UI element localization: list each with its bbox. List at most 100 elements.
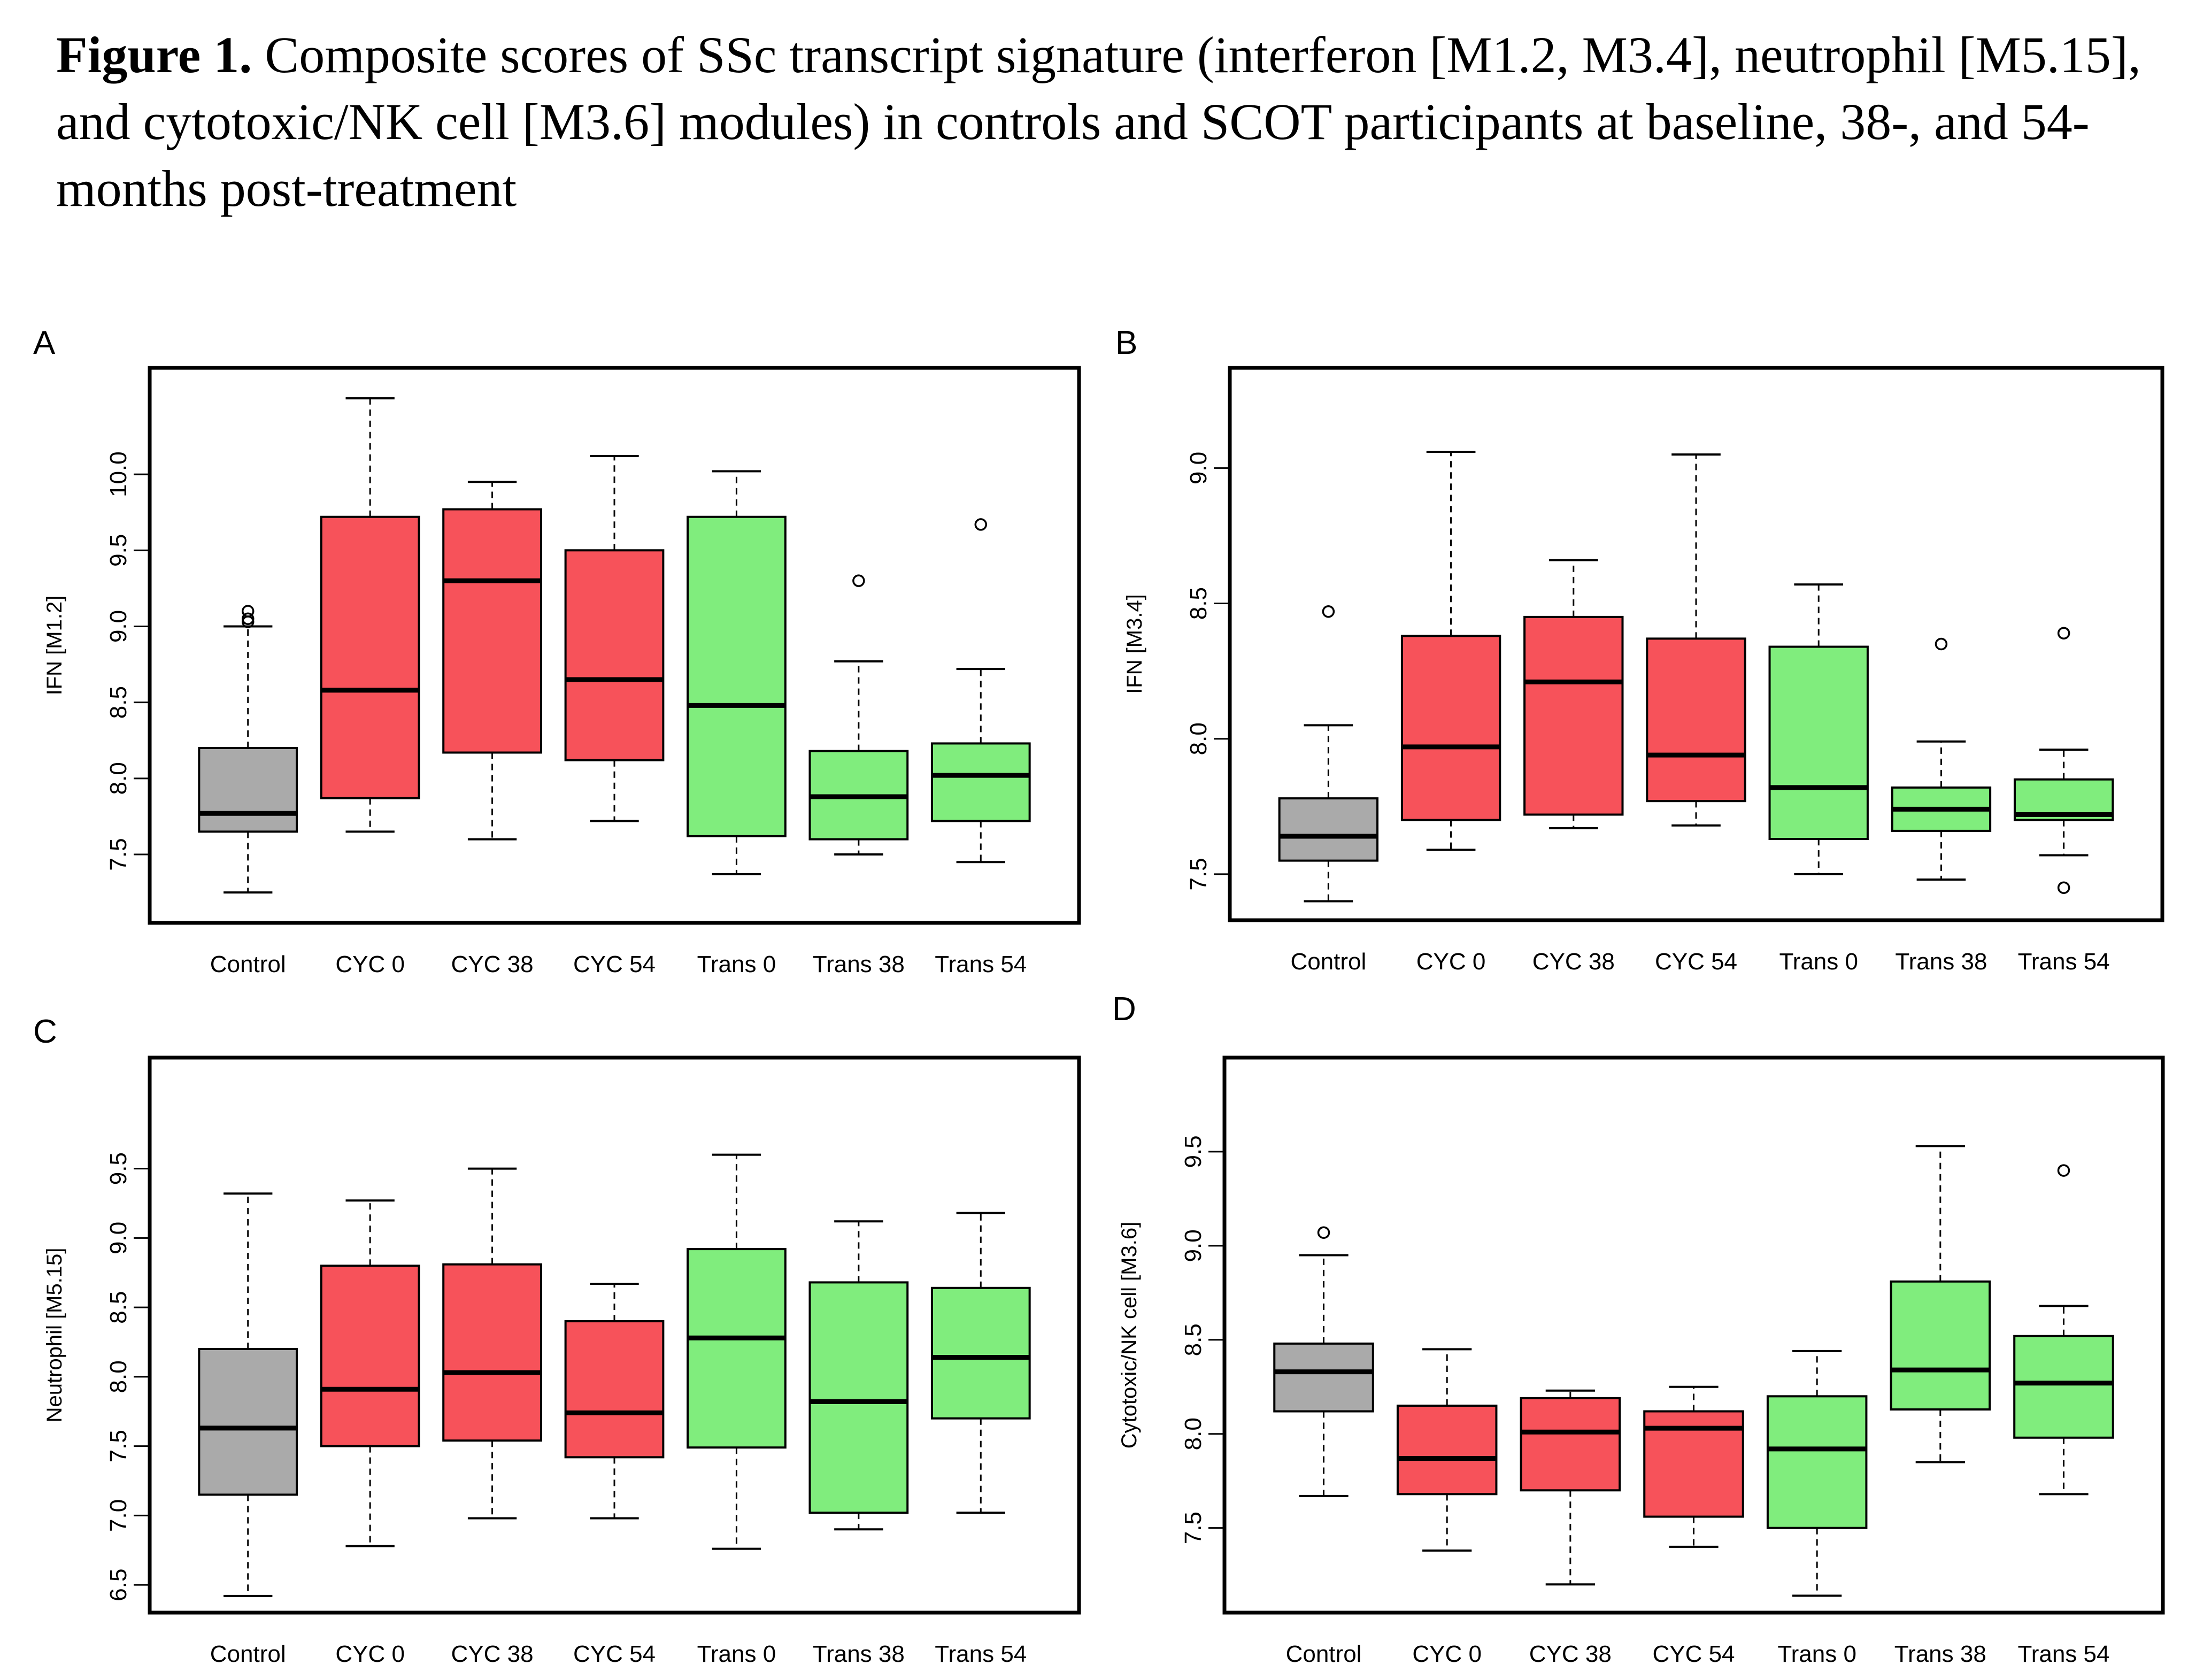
box-cyc-54: [1646, 453, 1746, 827]
box-body: [1766, 1395, 1868, 1529]
y-tick-label: 7.5: [105, 838, 132, 870]
x-tick-label: Trans 0: [1777, 1641, 1856, 1667]
y-axis-title: IFN [M3.4]: [1123, 594, 1146, 694]
box-cyc-54: [1643, 1385, 1744, 1548]
box-trans-54: [2013, 1164, 2114, 1496]
x-tick-label: Trans 0: [697, 1641, 776, 1667]
box-cyc-38: [1523, 559, 1624, 829]
box-control: [198, 1192, 298, 1597]
x-tick-label: Trans 38: [1895, 949, 1987, 975]
box-body: [442, 508, 542, 754]
box-trans-54: [2013, 627, 2114, 894]
box-cyc-54: [564, 1282, 665, 1520]
x-tick-label: CYC 0: [335, 1641, 405, 1667]
y-tick-label: 9.5: [105, 534, 132, 567]
x-tick-label: Trans 38: [813, 951, 905, 977]
x-tick-label: CYC 38: [451, 1641, 534, 1667]
box-cyc-54: [564, 454, 665, 822]
figure-caption-label: Figure 1.: [56, 26, 252, 83]
box-body: [320, 515, 420, 799]
y-tick-label: 9.0: [105, 610, 132, 643]
outlier-point: [1317, 1226, 1330, 1239]
box-cyc-0: [320, 397, 420, 833]
box-trans-38: [808, 1220, 909, 1531]
box-body: [1768, 645, 1869, 841]
box-trans-38: [1891, 637, 1992, 881]
box-cyc-38: [1520, 1389, 1621, 1586]
outlier-point: [241, 615, 255, 628]
y-tick-label: 8.0: [1180, 1417, 1206, 1450]
panel-letter: D: [1112, 991, 1136, 1028]
outlier-point: [1322, 605, 1335, 618]
x-tick-label: Control: [1286, 1641, 1362, 1667]
box-body: [198, 1347, 298, 1496]
x-tick-label: CYC 54: [1655, 949, 1737, 975]
chart-panel-d: D 7.5 8.0 8.5 9.0 9.5 Cytotoxic/NK cell [M3.6]…: [1112, 991, 2165, 1667]
panel-letter: C: [33, 1013, 57, 1050]
x-tick-label: Control: [210, 951, 286, 977]
box-control: [1273, 1226, 1374, 1497]
y-tick-label: 6.5: [105, 1569, 132, 1601]
box-body: [1890, 1280, 1991, 1411]
x-tick-label: CYC 38: [1529, 1641, 1612, 1667]
x-tick-label: Trans 38: [813, 1641, 905, 1667]
outlier-point: [974, 518, 988, 531]
box-body: [1646, 637, 1746, 803]
box-body: [2013, 1335, 2114, 1439]
box-trans-0: [1766, 1350, 1868, 1597]
box-body: [198, 746, 298, 833]
box-body: [442, 1263, 542, 1442]
box-trans-38: [808, 574, 909, 856]
plot-frame: [148, 1055, 1081, 1615]
box-body: [1396, 1404, 1498, 1496]
outlier-point: [1935, 637, 1948, 651]
box-body: [1273, 1342, 1374, 1413]
y-axis-title: Neutrophil [M5.15]: [43, 1248, 66, 1423]
y-tick-label: 8.0: [1185, 722, 1212, 755]
chart-panel-a: A 7.5 8.0 8.5 9.0 9.5 10.0 IFN [M1.2] Control CYC…: [33, 325, 1081, 977]
box-cyc-38: [442, 481, 542, 841]
x-tick-label: Trans 54: [935, 951, 1027, 977]
box-body: [1400, 635, 1501, 821]
panel-letter: B: [1115, 325, 1137, 361]
x-tick-label: CYC 54: [573, 951, 656, 977]
y-tick-label: 9.0: [1180, 1229, 1206, 1262]
x-tick-label: CYC 0: [1416, 949, 1486, 975]
box-trans-0: [687, 470, 787, 875]
y-tick-label: 8.5: [105, 1291, 132, 1324]
box-body: [1523, 615, 1624, 816]
box-trans-0: [687, 1153, 787, 1550]
x-tick-label: CYC 54: [1652, 1641, 1735, 1667]
figure-caption-text: Composite scores of SSc transcript signa…: [56, 26, 2141, 217]
box-body: [1278, 797, 1379, 862]
x-tick-label: Trans 54: [2017, 1641, 2109, 1667]
panel-letter: A: [33, 325, 56, 361]
y-tick-label: 9.0: [105, 1222, 132, 1254]
x-tick-label: Trans 38: [1894, 1641, 1986, 1667]
x-tick-label: Trans 0: [697, 951, 776, 977]
plot-frame: [1222, 1055, 2165, 1615]
box-body: [1520, 1397, 1621, 1492]
y-tick-label: 8.0: [105, 1360, 132, 1393]
box-trans-54: [930, 1212, 1031, 1514]
y-tick-label: 8.5: [1185, 587, 1212, 620]
y-tick-label: 8.5: [1180, 1323, 1206, 1356]
chart-panel-c: C 6.5 7.0 7.5 8.0 8.5 9.0 9.5 Neutrophil [M5.15]…: [33, 1013, 1081, 1667]
y-tick-label: 7.0: [105, 1499, 132, 1532]
y-tick-label: 9.5: [105, 1152, 132, 1185]
y-tick-label: 7.5: [1185, 858, 1212, 890]
chart-panel-b: B 7.5 8.0 8.5 9.0 IFN [M3.4] Control CYC 0 CYC 3…: [1115, 325, 2164, 975]
box-trans-38: [1890, 1145, 1991, 1463]
outlier-point: [2057, 1164, 2070, 1177]
box-control: [198, 605, 298, 894]
x-tick-label: CYC 38: [451, 951, 534, 977]
x-tick-label: Trans 54: [935, 1641, 1027, 1667]
x-tick-label: CYC 54: [573, 1641, 656, 1667]
box-cyc-0: [1400, 450, 1501, 851]
x-tick-label: CYC 38: [1532, 949, 1615, 975]
outlier-point: [2057, 881, 2070, 894]
box-body: [808, 1281, 909, 1514]
box-trans-54: [930, 518, 1031, 864]
outlier-point: [852, 574, 865, 587]
